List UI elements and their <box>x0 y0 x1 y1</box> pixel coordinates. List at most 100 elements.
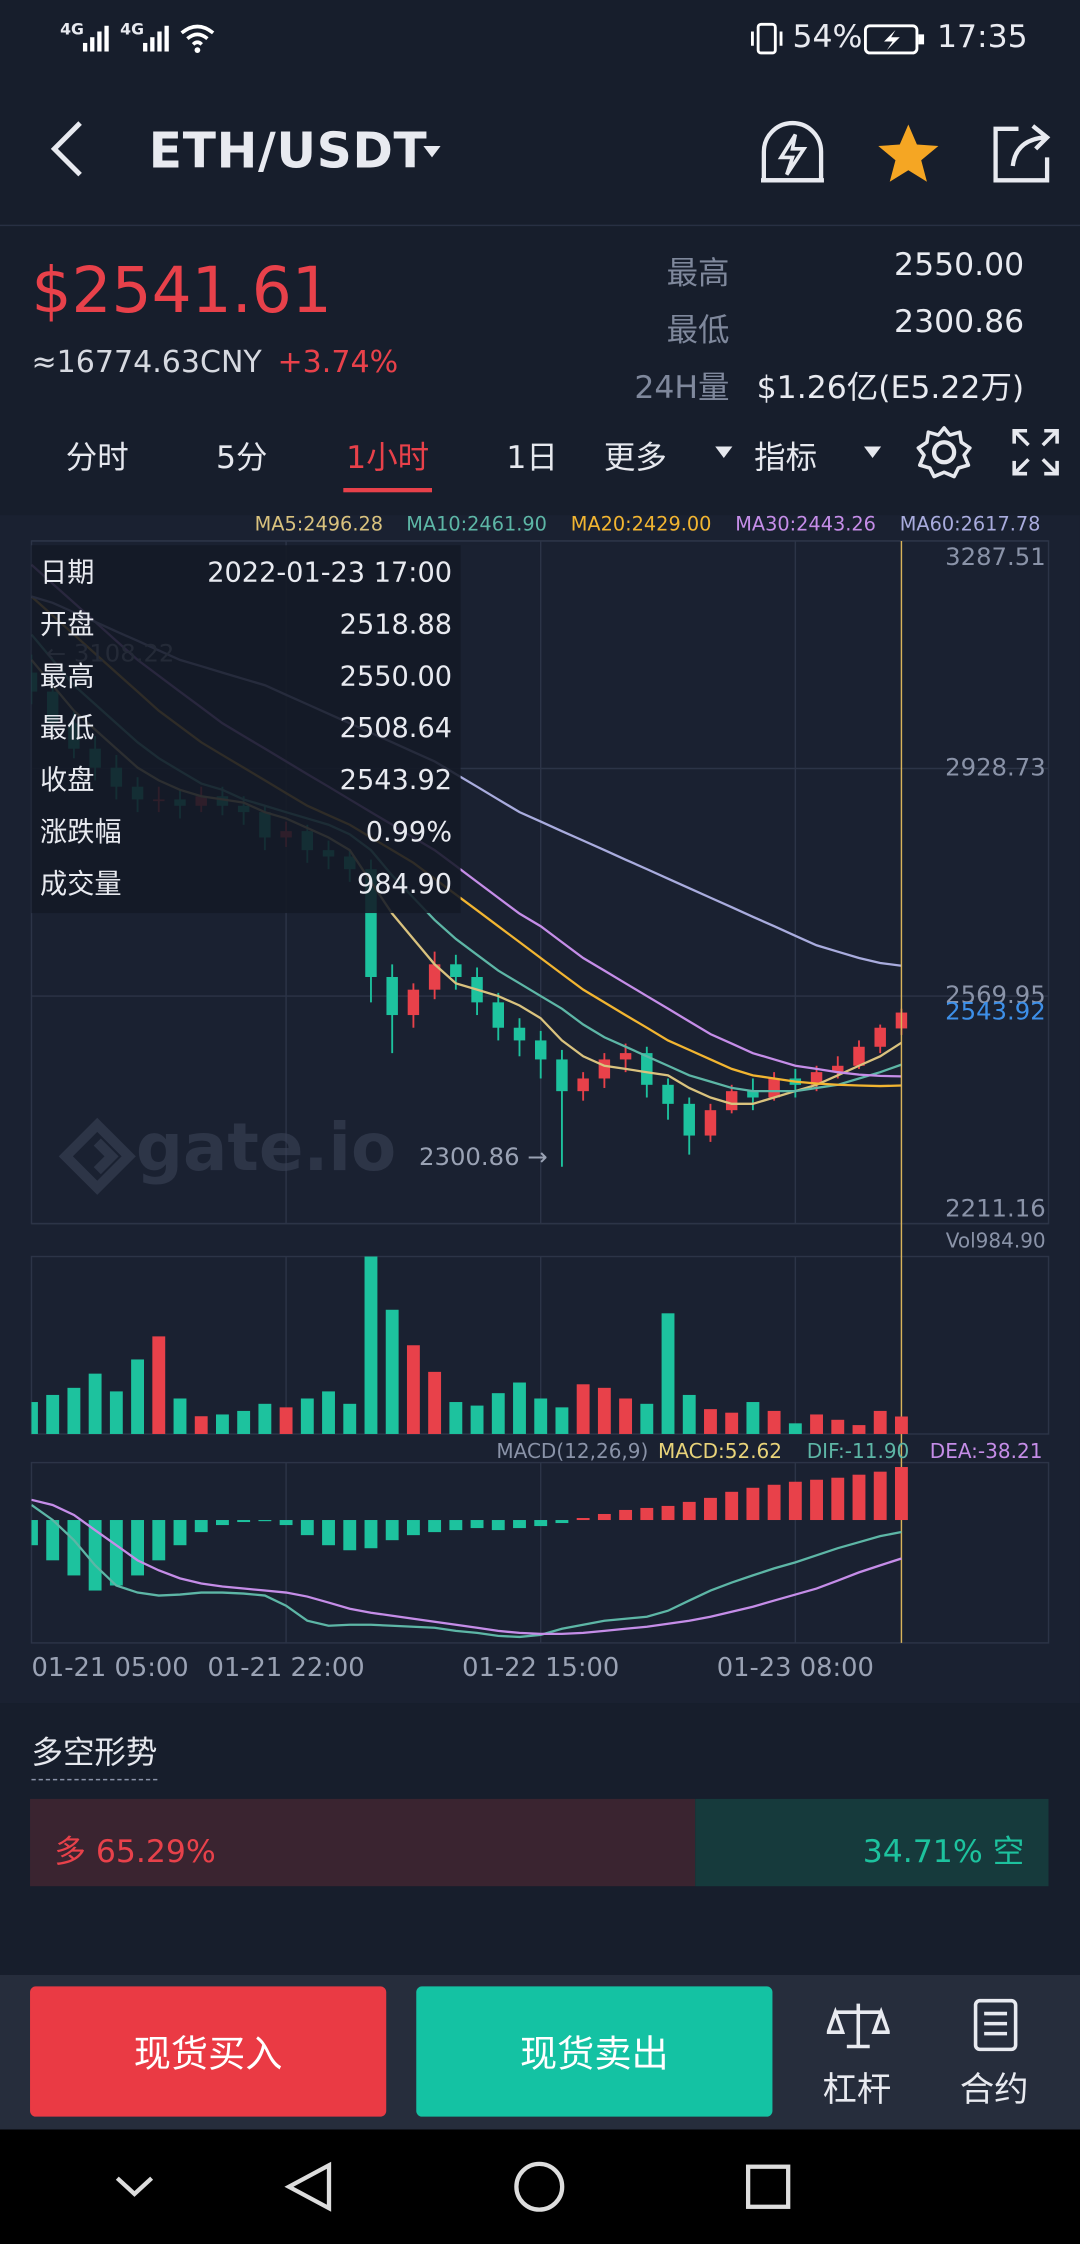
tooltip-box <box>31 545 461 914</box>
volume-bar <box>406 1345 420 1434</box>
interval-tab[interactable]: 1小时 <box>346 440 430 477</box>
y-tick-label: 2569.95 <box>945 980 1046 1009</box>
macd-bar <box>767 1484 781 1521</box>
ma-legend: MA30:2443.26 <box>735 513 876 536</box>
volume-bar <box>810 1414 823 1434</box>
x-tick-label: 01-23 08:00 <box>717 1653 874 1683</box>
macd-bar <box>534 1520 548 1527</box>
macd-bar <box>428 1520 442 1533</box>
nav-hide[interactable] <box>115 2176 154 2197</box>
volume-bar <box>852 1425 866 1434</box>
y-tick-label: 2928.73 <box>945 753 1046 782</box>
candle-body <box>853 1046 865 1066</box>
candle-body <box>577 1078 589 1092</box>
interval-tab[interactable]: 更多 <box>603 440 667 477</box>
sell-button[interactable]: 现货卖出 <box>416 1986 773 2117</box>
tooltip-value: 2518.88 <box>340 609 452 640</box>
macd-title: MACD(12,26,9) <box>496 1439 648 1463</box>
volume-bar <box>237 1410 251 1434</box>
candle-body <box>492 1002 504 1028</box>
min-annotation: 2300.86 → <box>419 1142 548 1171</box>
y-tick-label: 3287.51 <box>945 542 1046 571</box>
candle-body <box>874 1027 886 1047</box>
macd-bar <box>555 1520 569 1524</box>
candle-body <box>428 964 441 990</box>
long-label: 多 65.29% <box>54 1834 216 1871</box>
tooltip-value: 2022-01-23 17:00 <box>207 557 452 588</box>
dropdown-arrow <box>715 446 733 458</box>
volume-bar <box>322 1391 335 1434</box>
nav-back[interactable] <box>284 2161 332 2212</box>
macd-bar <box>88 1520 102 1591</box>
futures-icon <box>973 1998 1018 2052</box>
volume-bar <box>597 1387 611 1434</box>
volume-bar <box>258 1403 272 1434</box>
back-button[interactable] <box>43 117 92 180</box>
change-percent: +3.74% <box>277 344 399 380</box>
macd-bar <box>682 1501 696 1521</box>
macd-bar <box>704 1497 717 1521</box>
favorite-button[interactable] <box>875 120 941 186</box>
macd-bar <box>513 1520 526 1529</box>
volume-bar <box>46 1394 60 1434</box>
volume-bar <box>491 1393 505 1434</box>
cny-price: ≈16774.63CNY <box>31 344 262 380</box>
macd-bar <box>852 1474 866 1521</box>
macd-bar <box>746 1487 760 1521</box>
tooltip-label: 最高 <box>40 661 94 692</box>
macd-bar <box>215 1520 229 1526</box>
macd-bar <box>237 1520 251 1523</box>
pair-title[interactable]: ETH/USDT <box>148 123 428 181</box>
kline-chart: 2211.16 2569.95 2928.73 3287.51 01-21 05:00 0… <box>30 512 1050 1684</box>
margin-icon <box>826 2003 890 2049</box>
interval-tab[interactable]: 5分 <box>215 440 268 477</box>
candle-body <box>662 1084 674 1104</box>
macd-bar <box>131 1520 144 1576</box>
volume-bar <box>470 1405 484 1434</box>
volume-bar <box>513 1382 526 1434</box>
alert-button[interactable] <box>755 114 829 188</box>
macd-bar <box>597 1513 611 1521</box>
futures-button[interactable]: 合约 <box>959 2069 1029 2110</box>
tooltip-label: 涨跌幅 <box>40 817 121 848</box>
macd-legend: MACD:52.62 <box>658 1439 782 1463</box>
candle-body <box>598 1059 611 1079</box>
volume-bar <box>682 1394 696 1434</box>
volume-bar <box>131 1359 144 1434</box>
candle-body <box>704 1110 717 1136</box>
battery-icon <box>863 24 925 55</box>
macd-bar <box>576 1518 590 1521</box>
buy-button[interactable]: 现货买入 <box>30 1986 387 2117</box>
candle-body <box>832 1065 844 1073</box>
tooltip-value: 2508.64 <box>340 713 452 744</box>
interval-tab[interactable]: 指标 <box>754 440 818 477</box>
short-label: 34.71% 空 <box>862 1834 1025 1871</box>
volume-bars <box>31 1256 908 1434</box>
tooltip-value: 2550.00 <box>340 661 452 692</box>
macd-bar <box>619 1509 633 1521</box>
candle-body <box>725 1091 738 1111</box>
ma-legend: MA5:2496.28 <box>255 513 383 536</box>
active-tab-indicator <box>343 488 432 493</box>
settings-button[interactable] <box>915 424 972 481</box>
volume-bar <box>194 1416 208 1434</box>
fullscreen-button[interactable] <box>1010 426 1061 478</box>
macd-bar <box>661 1505 675 1521</box>
long-bar <box>30 1798 696 1887</box>
interval-tab[interactable]: 分时 <box>65 440 129 477</box>
interval-tab[interactable]: 1日 <box>506 440 558 477</box>
macd-bar <box>406 1520 420 1536</box>
nav-recent[interactable] <box>745 2164 791 2209</box>
macd-histogram <box>31 1467 908 1591</box>
nav-home[interactable] <box>514 2161 565 2212</box>
watermark-logo <box>58 1117 136 1195</box>
macd-bar <box>364 1520 378 1549</box>
divider <box>0 224 1080 227</box>
candle-body <box>556 1059 568 1092</box>
margin-button[interactable]: 杠杆 <box>822 2069 892 2110</box>
ma-legend: MA10:2461.90 <box>406 513 547 536</box>
stat-value: 2550.00 <box>894 247 1025 284</box>
share-button[interactable] <box>987 117 1059 189</box>
candle-body <box>386 976 398 1016</box>
